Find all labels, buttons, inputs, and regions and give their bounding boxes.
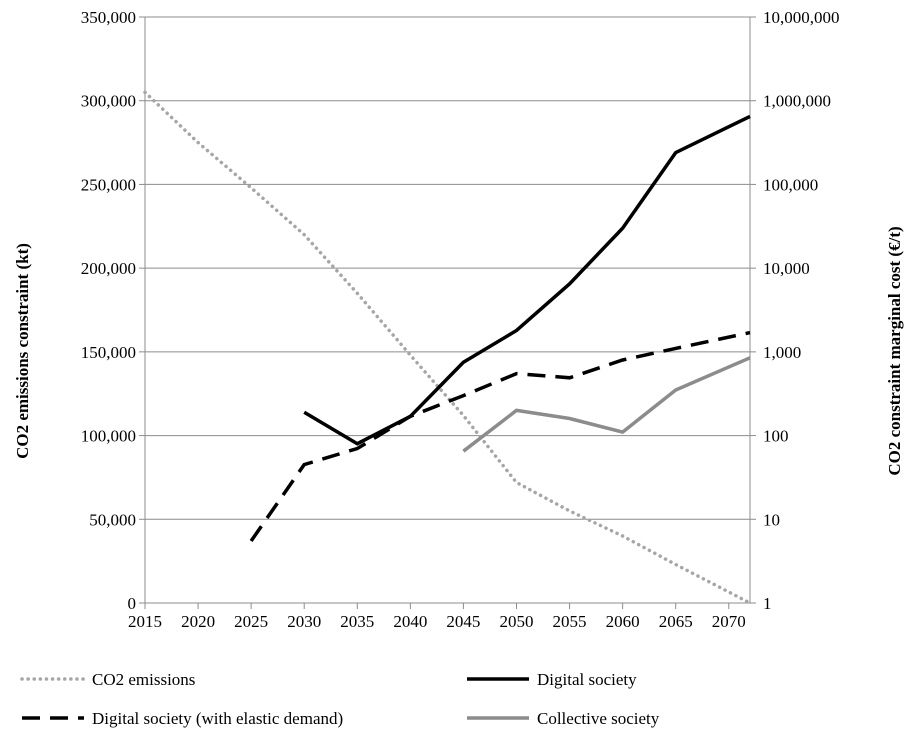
right-tick-label: 1 (763, 594, 772, 613)
left-tick-label: 0 (128, 594, 137, 613)
right-tick-label: 1,000,000 (763, 92, 831, 111)
x-tick-label: 2060 (606, 612, 640, 631)
left-tick-label: 150,000 (81, 343, 136, 362)
left-tick-label: 50,000 (89, 510, 136, 529)
left-tick-label: 200,000 (81, 259, 136, 278)
right-tick-label: 100 (763, 427, 789, 446)
legend-label-co2-emissions: CO2 emissions (92, 670, 195, 689)
right-tick-label: 10,000 (763, 259, 810, 278)
axes (144, 17, 751, 604)
x-tick-label: 2070 (712, 612, 746, 631)
x-tick-label: 2030 (287, 612, 321, 631)
legend: CO2 emissions Digital society Digital soci… (20, 670, 660, 728)
series-co2-emissions (143, 90, 752, 605)
left-tick-label: 250,000 (81, 175, 136, 194)
left-y-axis-ticks: 0 50,000 100,000 150,000 200,000 250,000 300,0… (81, 8, 145, 613)
series-digital-society-with-elastic-demand (249, 330, 751, 542)
left-tick-label: 100,000 (81, 427, 136, 446)
legend-label-digital-society-with-elastic-demand: Digital society (with elastic demand) (92, 709, 343, 728)
x-tick-label: 2050 (499, 612, 533, 631)
legend-label-collective-society: Collective society (537, 709, 660, 728)
left-tick-label: 300,000 (81, 92, 136, 111)
series-digital-society (303, 114, 751, 446)
grid-lines (145, 16, 750, 520)
right-tick-label: 1,000 (763, 343, 801, 362)
left-y-axis-title: CO2 emissions constraint (kt) (13, 243, 32, 459)
x-tick-label: 2025 (234, 612, 268, 631)
legend-label-digital-society: Digital society (537, 670, 637, 689)
left-tick-label: 350,000 (81, 8, 136, 27)
right-y-axis-title: CO2 constraint marginal cost (€/t) (885, 226, 904, 475)
series-lines (143, 90, 752, 605)
x-tick-label: 2065 (659, 612, 693, 631)
x-tick-label: 2055 (553, 612, 587, 631)
x-tick-label: 2035 (340, 612, 374, 631)
x-tick-label: 2020 (181, 612, 215, 631)
x-tick-label: 2015 (128, 612, 162, 631)
right-tick-label: 100,000 (763, 175, 818, 194)
right-tick-label: 10,000,000 (763, 8, 840, 27)
right-tick-label: 10 (763, 510, 780, 529)
x-axis-ticks: 2015 2020 2025 2030 2035 2040 2045 2050 2055 2060… (128, 603, 746, 631)
right-y-axis-ticks: 1 10 100 1,000 10,000 100,000 1,000,000 10,000,… (750, 8, 840, 613)
x-tick-label: 2040 (393, 612, 427, 631)
x-tick-label: 2045 (446, 612, 480, 631)
series-collective-society (462, 356, 751, 453)
